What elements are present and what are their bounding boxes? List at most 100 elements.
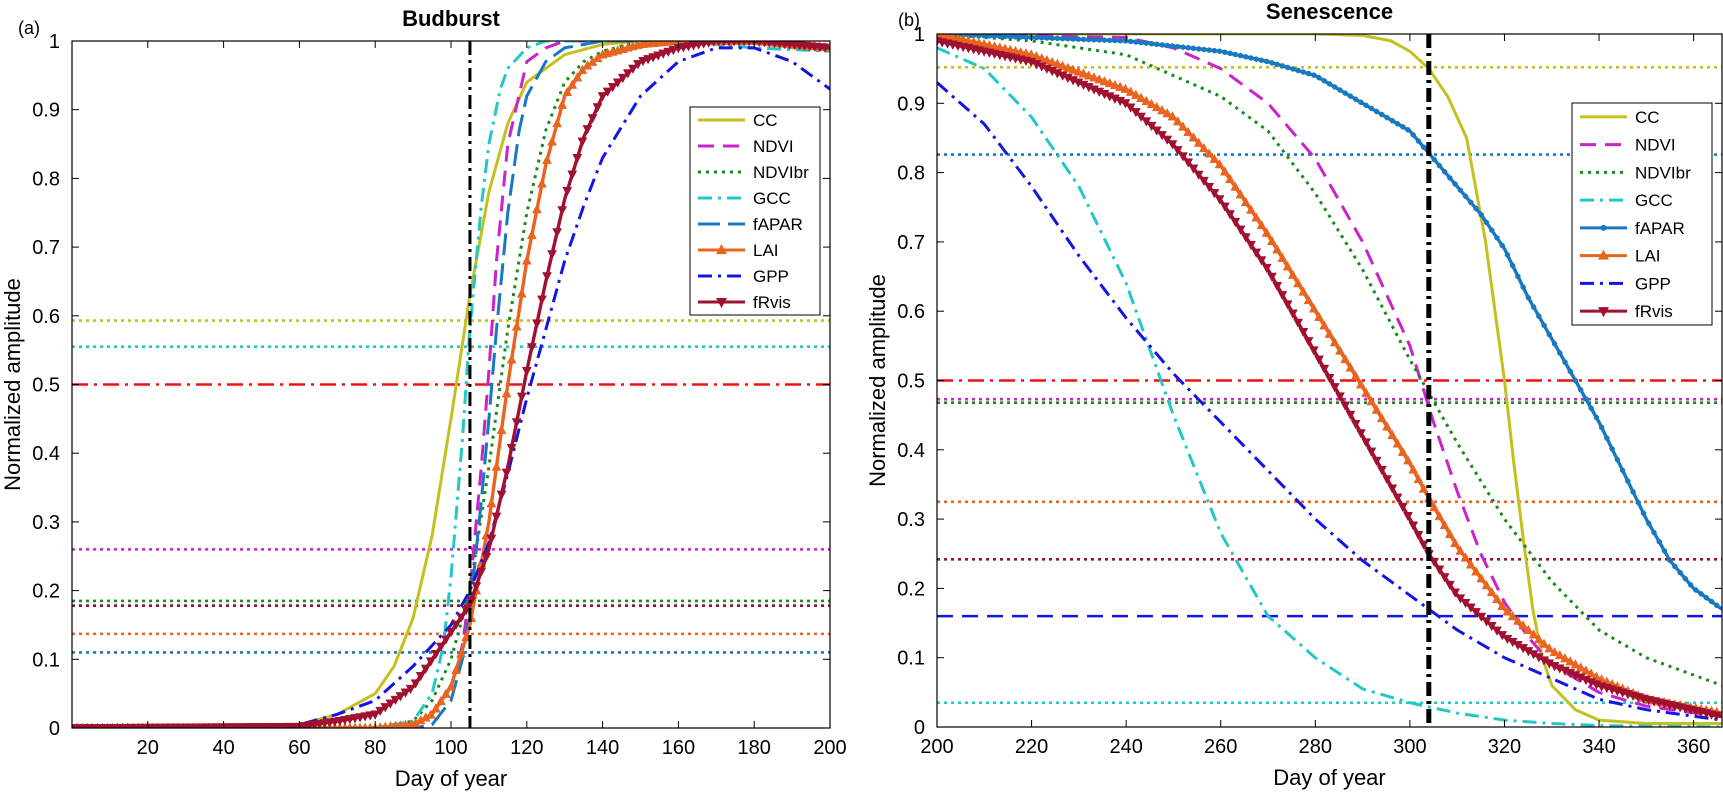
chart1-marker-lai: [1130, 89, 1141, 99]
chart0-marker-frvis: [451, 620, 461, 631]
chart1-xtick-label: 360: [1677, 736, 1710, 758]
chart1-marker-lai: [1094, 74, 1105, 84]
chart1-marker-lai: [1146, 98, 1157, 109]
chart1-marker-frvis: [1481, 617, 1492, 627]
chart0-marker-frvis: [501, 468, 512, 478]
chart1-marker-fapar: [1635, 499, 1642, 506]
chart1-ytick-label: 0.4: [897, 440, 925, 462]
chart1-marker-lai: [1246, 204, 1256, 214]
chart0-marker-frvis: [446, 628, 456, 638]
chart1-marker-lai: [1214, 158, 1225, 169]
chart0-marker-frvis: [562, 187, 573, 197]
chart1-marker-lai: [1120, 83, 1131, 93]
chart1-marker-lai: [1115, 81, 1126, 91]
chart1-marker-fapar: [1384, 114, 1390, 121]
chart0-marker-frvis: [577, 137, 588, 147]
chart0-ytick-label: 0.2: [32, 581, 60, 603]
chart1-marker-lai: [1308, 303, 1319, 313]
chart1-xtick-label: 220: [1015, 736, 1048, 758]
chart1-marker-fapar: [1682, 575, 1689, 582]
chart1-marker-lai: [1136, 92, 1147, 102]
chart0-marker-lai: [542, 154, 552, 164]
chart1-marker-lai: [1251, 212, 1262, 222]
chart1-marker-frvis: [1246, 240, 1256, 251]
chart1-marker-lai: [1324, 328, 1335, 338]
chart0-marker-frvis: [643, 55, 653, 65]
chart0-marker-frvis: [471, 582, 482, 592]
chart1-marker-lai: [1408, 464, 1419, 474]
chart1-marker-fapar: [1462, 193, 1469, 200]
chart1-marker-fapar: [1420, 144, 1427, 150]
chart1-marker-frvis: [1329, 383, 1340, 393]
chart1-marker-fapar: [1499, 242, 1505, 249]
chart1-marker-fapar: [1253, 56, 1259, 62]
chart1-marker-lai: [1282, 261, 1293, 271]
chart1-ytick-label: 1: [914, 24, 925, 46]
chart0-marker-frvis: [410, 679, 421, 689]
chart1-marker-lai: [1303, 294, 1314, 305]
chart0-marker-frvis: [612, 78, 623, 88]
chart0-marker-frvis: [710, 41, 717, 47]
chart1-marker-fapar: [1311, 72, 1317, 78]
chart0-marker-frvis: [537, 295, 547, 305]
chart1-marker-lai: [1314, 311, 1324, 321]
chart0-xtick-label: 160: [662, 737, 695, 759]
chart1-marker-lai: [1256, 219, 1267, 230]
panel-budburst: (a) 20 40 60 80 100 120 140 160 180 200 0 0.1 0.2 0.3…: [0, 6, 847, 791]
chart0-y-axis-title: Normalized amplitude: [0, 278, 25, 491]
chart1-marker-lai: [1225, 173, 1235, 184]
chart0-ytick-label: 0.4: [32, 443, 60, 465]
chart1-marker-lai: [1099, 75, 1110, 86]
chart1-ytick-label: 0.1: [897, 648, 925, 670]
chart1-legend: CC NDVI NDVIbr GCC fAPAR LAI GPP fRvis: [1571, 102, 1713, 326]
chart1-marker-fapar: [1363, 102, 1369, 109]
chart1-marker-fapar: [1033, 34, 1040, 41]
chart0-marker-lai: [381, 721, 389, 728]
chart0-marker-lai: [461, 631, 472, 642]
chart0-ytick-label: 0.3: [32, 512, 60, 534]
chart0-marker-frvis: [385, 699, 396, 709]
chart1-marker-fapar: [1075, 36, 1082, 42]
chart1-marker-lai: [1397, 446, 1408, 456]
chart0-marker-frvis: [720, 41, 727, 47]
chart1-marker-lai: [1198, 142, 1209, 153]
chart0-xtick-label: 120: [510, 737, 543, 759]
chart1-marker-lai: [1528, 629, 1539, 639]
chart1-marker-fapar: [1044, 35, 1050, 41]
chart1-legend-box: [1571, 102, 1713, 326]
chart0-marker-frvis: [542, 272, 552, 282]
chart1-marker-fapar: [1645, 520, 1652, 527]
chart1-marker-fapar: [1232, 51, 1239, 58]
chart0-marker-lai: [491, 461, 502, 471]
chart0-ytick-label: 0.9: [32, 100, 60, 122]
chart1-legend-marker-lai: [1598, 249, 1609, 260]
chart1-marker-fapar: [1143, 40, 1150, 46]
chart1-title: Senescence: [1266, 0, 1393, 24]
chart1-marker-fapar: [1284, 64, 1291, 71]
chart1-marker-fapar: [1441, 169, 1448, 175]
chart0-legend-label-ndvi: NDVI: [753, 137, 794, 156]
chart1-marker-lai: [1544, 643, 1555, 653]
chart1-marker-frvis: [1371, 456, 1382, 467]
chart0-marker-lai: [516, 288, 527, 298]
chart0-marker-frvis: [746, 41, 753, 47]
chart0-marker-lai: [526, 229, 537, 239]
chart1-series-layer: [937, 34, 1722, 727]
chart1-marker-lai: [1209, 153, 1220, 163]
chart1-marker-lai: [1073, 66, 1084, 76]
chart1-marker-fapar: [1400, 124, 1406, 130]
chart1-marker-fapar: [1583, 396, 1589, 402]
chart1-marker-fapar: [1405, 127, 1411, 133]
chart0-marker-frvis: [380, 703, 391, 713]
chart1-marker-frvis: [1209, 189, 1220, 199]
chart0-marker-lai: [357, 722, 363, 728]
chart1-marker-fapar: [1243, 54, 1249, 60]
chart1-marker-fapar: [1379, 111, 1385, 118]
chart0-marker-frvis: [648, 53, 659, 63]
chart1-marker-lai: [1455, 545, 1466, 555]
chart1-marker-fapar: [1368, 105, 1375, 112]
chart0-marker-frvis: [658, 49, 669, 59]
chart1-marker-fapar: [1080, 36, 1087, 43]
chart1-marker-fapar: [1509, 262, 1516, 269]
